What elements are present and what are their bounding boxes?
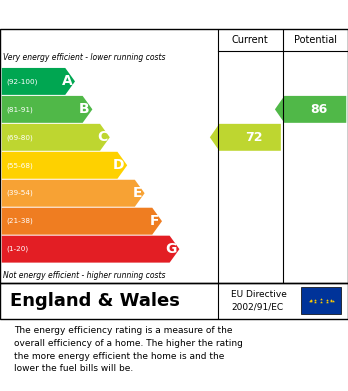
- Text: (1-20): (1-20): [6, 246, 29, 253]
- Polygon shape: [2, 124, 110, 151]
- Polygon shape: [2, 236, 180, 263]
- Polygon shape: [2, 180, 145, 207]
- Text: Not energy efficient - higher running costs: Not energy efficient - higher running co…: [3, 271, 166, 280]
- Text: Energy Efficiency Rating: Energy Efficiency Rating: [69, 7, 279, 22]
- Polygon shape: [275, 96, 346, 123]
- Text: Current: Current: [232, 35, 268, 45]
- Text: (39-54): (39-54): [6, 190, 33, 197]
- Polygon shape: [2, 208, 162, 235]
- Polygon shape: [2, 68, 75, 95]
- Text: Very energy efficient - lower running costs: Very energy efficient - lower running co…: [3, 53, 166, 62]
- Text: (81-91): (81-91): [6, 106, 33, 113]
- Text: (21-38): (21-38): [6, 218, 33, 224]
- Text: A: A: [62, 74, 72, 88]
- Text: England & Wales: England & Wales: [10, 292, 180, 310]
- Text: F: F: [150, 214, 159, 228]
- Text: 86: 86: [310, 103, 327, 116]
- Text: 72: 72: [245, 131, 262, 144]
- Text: C: C: [97, 130, 107, 144]
- Text: E: E: [132, 186, 142, 200]
- Polygon shape: [210, 124, 281, 151]
- Text: (55-68): (55-68): [6, 162, 33, 169]
- Text: D: D: [113, 158, 125, 172]
- Polygon shape: [2, 96, 93, 123]
- Bar: [301, 287, 341, 314]
- Text: EU Directive
2002/91/EC: EU Directive 2002/91/EC: [231, 290, 287, 311]
- Text: The energy efficiency rating is a measure of the
overall efficiency of a home. T: The energy efficiency rating is a measur…: [14, 326, 243, 373]
- Text: G: G: [165, 242, 177, 256]
- Text: Potential: Potential: [294, 35, 337, 45]
- Polygon shape: [2, 152, 127, 179]
- Text: B: B: [79, 102, 90, 117]
- Text: (69-80): (69-80): [6, 134, 33, 141]
- Text: (92-100): (92-100): [6, 78, 38, 85]
